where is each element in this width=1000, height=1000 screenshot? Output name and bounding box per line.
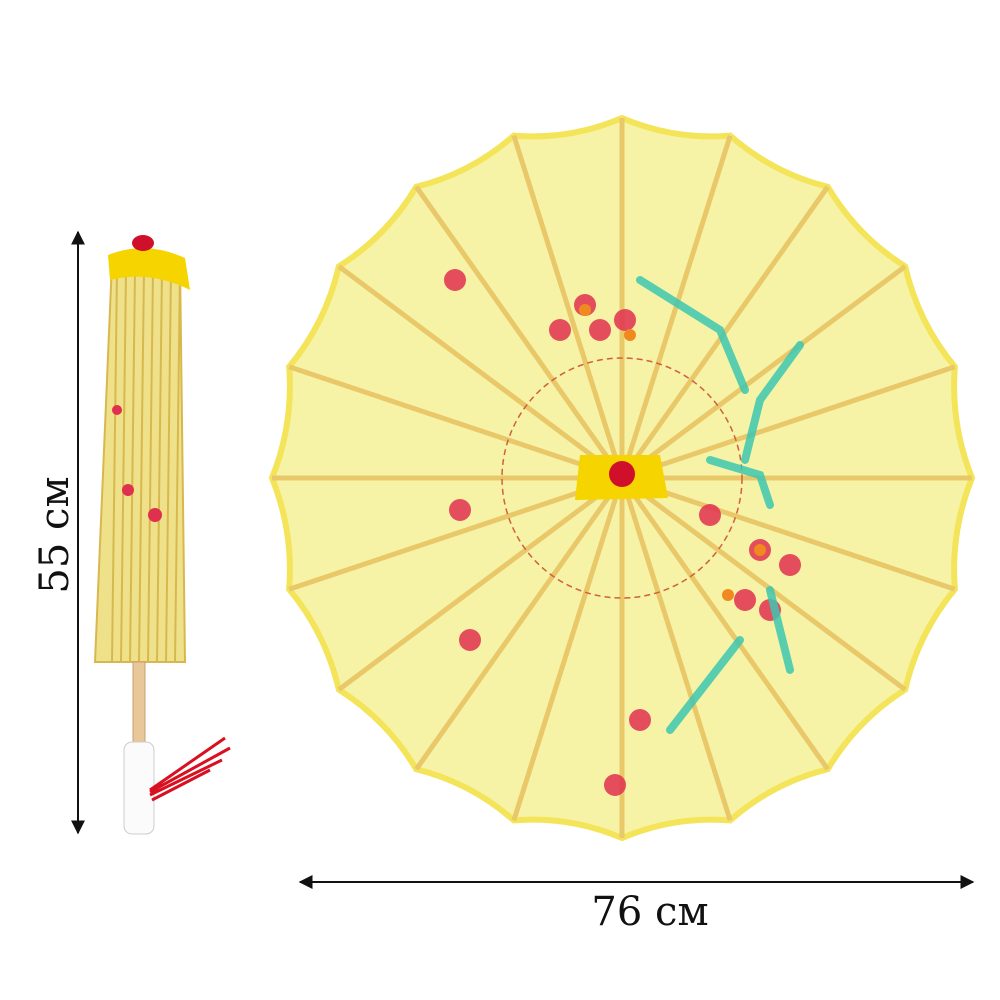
leaf-stroke: [741, 341, 804, 464]
blossom: [449, 499, 471, 521]
rib: [621, 475, 956, 592]
leaf-stroke: [636, 276, 749, 394]
rib: [414, 185, 625, 480]
blossom: [589, 319, 611, 341]
rib: [619, 476, 830, 771]
blossom: [549, 319, 571, 341]
closed-umbrella: [93, 235, 231, 835]
hub-cap: [609, 461, 635, 487]
width-label: 76 см: [591, 889, 709, 935]
inner-thread-ring: [501, 357, 743, 599]
closed-rib: [165, 269, 172, 663]
blossom-center: [754, 544, 766, 556]
blossom: [614, 309, 636, 331]
blossom: [699, 504, 721, 526]
height-label: 55 см: [32, 476, 78, 594]
rib: [414, 476, 625, 771]
closed-rib: [111, 269, 118, 663]
leaf-stroke: [766, 586, 794, 674]
rib: [620, 475, 907, 692]
blossom: [629, 709, 651, 731]
blossom: [734, 589, 756, 611]
leaf-stroke: [706, 456, 774, 509]
rib: [337, 475, 624, 692]
open-umbrella: [268, 114, 976, 842]
rib: [288, 475, 623, 592]
blossom: [459, 629, 481, 651]
blossom: [444, 269, 466, 291]
rib: [511, 134, 625, 479]
rib: [621, 364, 956, 481]
blossom: [604, 774, 626, 796]
closed-rib: [138, 269, 145, 663]
blossom-center: [579, 304, 591, 316]
closed-rib: [174, 269, 181, 663]
closed-rib: [147, 269, 154, 663]
closed-rib: [129, 269, 136, 663]
rib: [337, 264, 624, 481]
blossom: [779, 554, 801, 576]
rib: [288, 364, 623, 481]
blossom-center: [722, 589, 734, 601]
leaf-stroke: [666, 636, 744, 734]
rib: [620, 264, 907, 481]
closed-rib: [156, 269, 163, 663]
closed-rib: [120, 269, 127, 663]
rib: [619, 477, 733, 822]
blossom-center: [624, 329, 636, 341]
rib: [511, 477, 625, 822]
